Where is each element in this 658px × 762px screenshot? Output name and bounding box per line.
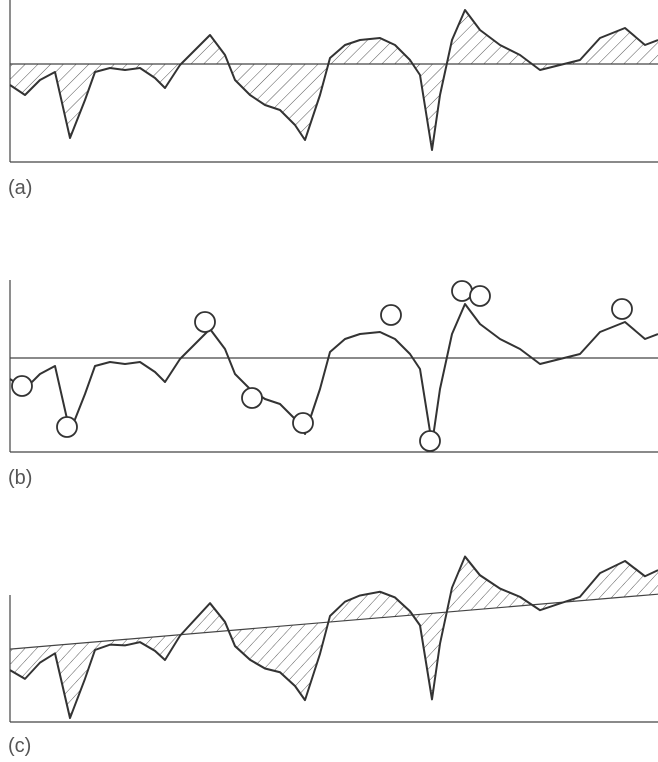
extreme-markers — [11, 280, 633, 452]
hatched-area — [10, 10, 658, 150]
hatched-area — [10, 540, 658, 736]
panel-label: (b) — [8, 467, 32, 489]
series-line — [8, 539, 658, 737]
panel-label: (c) — [8, 735, 31, 757]
series-line — [9, 303, 658, 445]
panel-c: (c) — [8, 539, 658, 757]
panel-a: (a) — [8, 0, 658, 199]
series-line — [9, 9, 658, 151]
panel-b: (b) — [8, 280, 658, 489]
panel-label: (a) — [8, 177, 32, 199]
